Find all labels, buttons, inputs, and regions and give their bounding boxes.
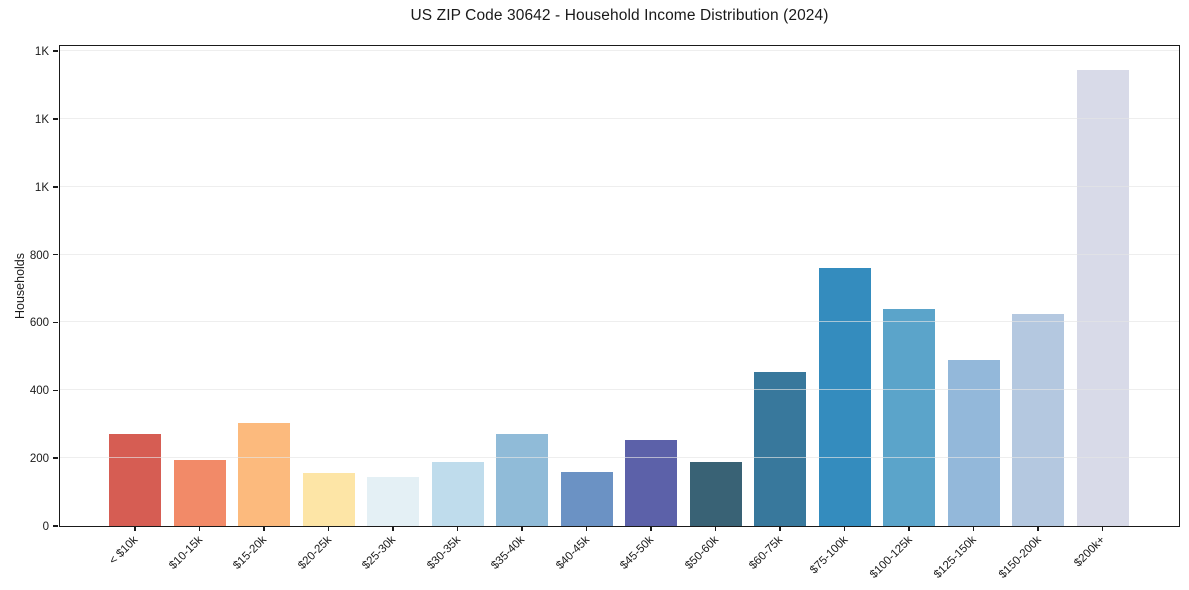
bar-4 (302, 473, 355, 526)
x-tick-label: $20-25k (296, 534, 334, 572)
bar-12 (818, 268, 871, 526)
x-axis-tick (456, 526, 459, 531)
x-axis-tick (392, 526, 394, 531)
gridline (60, 185, 1179, 187)
x-tick-label: $50-60k (683, 534, 721, 572)
y-axis-label: Households (13, 252, 27, 320)
x-tick-label: $25-30k (360, 534, 399, 572)
y-axis-tick (53, 389, 59, 392)
y-tick-label: 1K (34, 46, 49, 58)
x-tick-label: $100-125k (867, 534, 915, 581)
x-tick-label: < $10k (107, 534, 141, 568)
y-axis-tick (53, 253, 59, 256)
bar-7 (496, 434, 548, 526)
x-axis-tick (1101, 526, 1104, 531)
bar-5 (367, 476, 419, 526)
bar-13 (883, 308, 935, 526)
x-tick-label: $125-150k (932, 534, 979, 581)
bar-6 (431, 461, 484, 526)
gridline (60, 321, 1179, 323)
x-tick-label: $150-200k (996, 534, 1044, 581)
bar-8 (560, 471, 613, 526)
x-axis-tick (1037, 526, 1039, 531)
bar-15 (1012, 313, 1064, 526)
y-axis-tick (53, 50, 59, 52)
gridline (60, 253, 1179, 255)
y-tick-label: 800 (29, 249, 49, 262)
y-tick-label: 200 (29, 453, 49, 466)
x-axis-tick (908, 526, 910, 531)
gridline (60, 389, 1179, 391)
x-tick-label: $45-50k (618, 534, 657, 572)
x-axis-tick (972, 526, 975, 531)
bar-14 (947, 359, 1000, 526)
y-axis-tick (53, 321, 59, 324)
x-tick-label: $75-100k (807, 534, 850, 577)
y-tick-label: 1K (34, 113, 49, 126)
x-axis-tick (263, 526, 265, 531)
x-axis-tick (714, 526, 717, 531)
y-axis-tick (53, 185, 59, 188)
x-tick-label: $35-40k (489, 534, 528, 572)
bar-2 (173, 459, 226, 526)
x-tick-label: $15-20k (231, 534, 270, 572)
y-axis-tick (53, 457, 59, 459)
x-axis-tick (650, 526, 652, 531)
bar-11 (754, 371, 806, 526)
y-tick-label: 600 (29, 317, 49, 330)
gridline (60, 117, 1179, 119)
x-tick-label: $60-75k (747, 534, 786, 572)
x-tick-label: $10-15k (167, 534, 205, 572)
y-tick-label: 1K (34, 181, 49, 194)
bar-16 (1076, 69, 1129, 526)
bar-3 (238, 422, 290, 526)
x-axis-tick (521, 526, 523, 531)
y-axis-tick (53, 118, 59, 120)
y-tick-label: 400 (29, 385, 49, 398)
x-axis-tick (843, 526, 846, 531)
gridline (60, 457, 1179, 459)
x-tick-label: $40-45k (554, 534, 592, 572)
bar-9 (625, 439, 677, 526)
chart-title: US ZIP Code 30642 - Household Income Dis… (410, 7, 829, 24)
x-axis-tick (198, 526, 201, 531)
plot-area: < $10k $10-15k $15-20k $20-25k $25-30k $30-35… (30, 45, 1180, 581)
bar-1 (109, 434, 161, 526)
y-tick-label: 0 (42, 521, 49, 533)
x-axis-tick (134, 526, 136, 531)
x-tick-label: $30-35k (425, 534, 463, 572)
bar-10 (689, 461, 742, 526)
x-axis-tick (327, 526, 330, 531)
y-axis-tick (53, 525, 59, 527)
x-axis-tick (585, 526, 588, 531)
x-tick-label: $200k+ (1072, 534, 1108, 570)
x-axis-tick (779, 526, 781, 531)
gridline (60, 50, 1179, 51)
